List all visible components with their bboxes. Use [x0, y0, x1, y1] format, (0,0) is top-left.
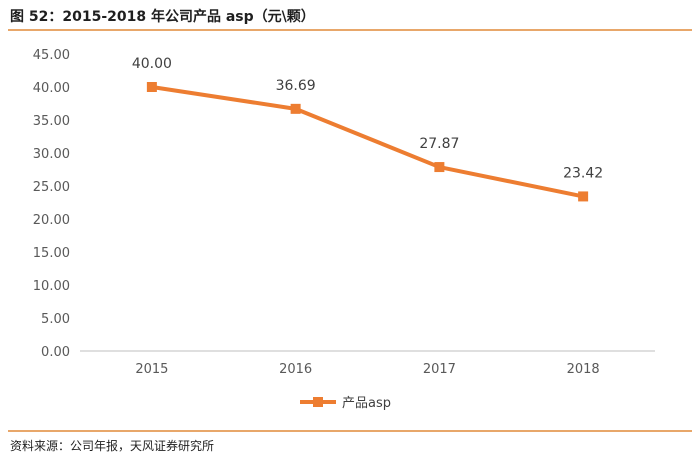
y-tick-label: 35.00 [33, 114, 70, 129]
data-point-marker [146, 82, 157, 92]
y-tick-label: 15.00 [33, 246, 70, 261]
y-axis-ticks: 0.00 5.00 10.00 15.00 20.00 25.00 30.00 35.00 40… [33, 48, 70, 360]
y-tick-label: 45.00 [33, 48, 70, 63]
data-point-marker [290, 103, 301, 114]
data-label: 27.87 [419, 136, 459, 152]
x-tick-label: 2017 [423, 362, 456, 377]
x-tick-label: 2018 [567, 362, 600, 377]
y-tick-label: 0.00 [41, 345, 70, 360]
figure-title: 图 52：2015-2018 年公司产品 asp（元\颗） [10, 9, 315, 25]
source-rule [8, 430, 692, 432]
data-point-marker [578, 191, 589, 202]
title-rule [8, 29, 692, 31]
data-label: 23.42 [563, 165, 603, 181]
x-tick-label: 2016 [279, 362, 312, 377]
x-axis-ticks: 2015 2016 2017 2018 [135, 362, 599, 377]
y-tick-label: 20.00 [33, 213, 70, 228]
chart: 0.00 5.00 10.00 15.00 20.00 25.00 30.00 35.00 40… [33, 48, 655, 411]
data-label: 36.69 [276, 78, 316, 94]
legend-marker [313, 397, 323, 407]
y-tick-label: 40.00 [33, 81, 70, 96]
series-line [151, 85, 584, 199]
x-tick-label: 2015 [135, 362, 168, 377]
y-tick-label: 5.00 [41, 312, 70, 327]
legend: 产品asp [300, 396, 391, 411]
data-label: 40.00 [132, 56, 172, 72]
legend-label: 产品asp [342, 396, 391, 411]
series-group: 40.00 36.69 27.87 23.42 [132, 56, 603, 202]
data-point-marker [434, 162, 445, 173]
y-tick-label: 30.00 [33, 147, 70, 162]
source-note: 资料来源：公司年报，天风证券研究所 [10, 439, 215, 453]
y-tick-label: 25.00 [33, 180, 70, 195]
y-tick-label: 10.00 [33, 279, 70, 294]
